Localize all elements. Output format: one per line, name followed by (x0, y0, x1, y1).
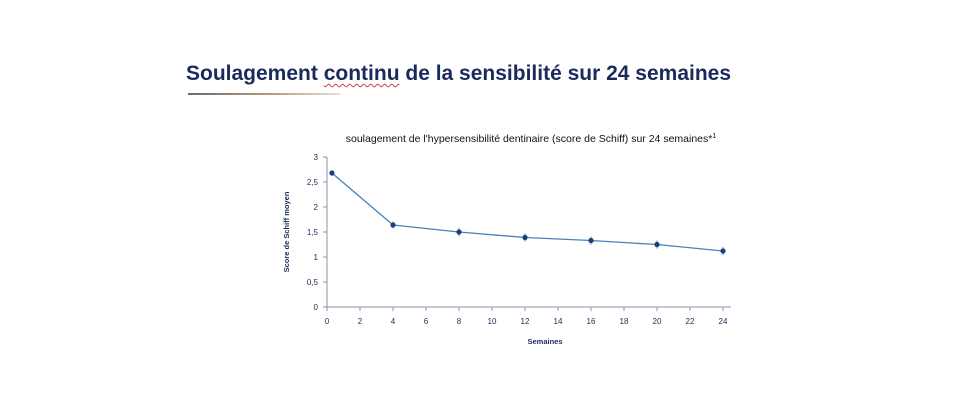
x-tick-label: 24 (719, 317, 728, 326)
data-point (329, 170, 335, 176)
slide-title-misspelled-word: continu (323, 62, 400, 85)
title-underline-rule (188, 93, 340, 95)
x-tick-label: 4 (391, 317, 396, 326)
x-axis-label: Semaines (527, 337, 562, 346)
series-line (331, 172, 724, 252)
data-point (588, 237, 594, 244)
y-axis-label: Score de Schiff moyen (282, 191, 291, 272)
axis-lines (326, 157, 731, 308)
data-point (720, 248, 726, 254)
y-tick-label: 0,5 (307, 278, 319, 287)
data-point (654, 241, 660, 248)
y-tick-label: 2 (314, 203, 319, 212)
slide-title: Soulagement continu de la sensibilité su… (186, 62, 731, 86)
x-tick-label: 12 (521, 317, 530, 326)
axes: 00,511,522,530 2 4 6 8 10 12 14 16 18 20 22 24 (307, 153, 731, 326)
chart-title-superscript: 1 (712, 133, 716, 140)
x-tick-label: 18 (620, 317, 629, 326)
y-tick-label: 1 (314, 253, 319, 262)
slide-title-part1: Soulagement (186, 62, 324, 85)
data-point (390, 222, 396, 228)
chart-title-text: soulagement de l'hypersensibilité dentin… (346, 133, 713, 145)
x-tick-label: 0 (325, 317, 330, 326)
x-tick-label: 10 (488, 317, 497, 326)
x-tick-label: 14 (554, 317, 563, 326)
data-point (456, 229, 462, 235)
x-tick-label: 22 (686, 317, 695, 326)
slide-title-part2: de la sensibilité sur 24 semaines (399, 62, 732, 85)
data-point (522, 234, 528, 241)
series (329, 170, 726, 256)
y-tick-label: 1,5 (307, 228, 319, 237)
x-tick-label: 16 (587, 317, 596, 326)
x-tick-label: 6 (424, 317, 429, 326)
y-tick-label: 3 (314, 153, 319, 162)
x-tick-label: 8 (457, 317, 462, 326)
y-tick-label: 0 (314, 303, 319, 312)
chart-title: soulagement de l'hypersensibilité dentin… (346, 133, 717, 145)
x-tick-label: 20 (653, 317, 662, 326)
x-tick-label: 2 (358, 317, 363, 326)
y-tick-label: 2,5 (307, 178, 319, 187)
